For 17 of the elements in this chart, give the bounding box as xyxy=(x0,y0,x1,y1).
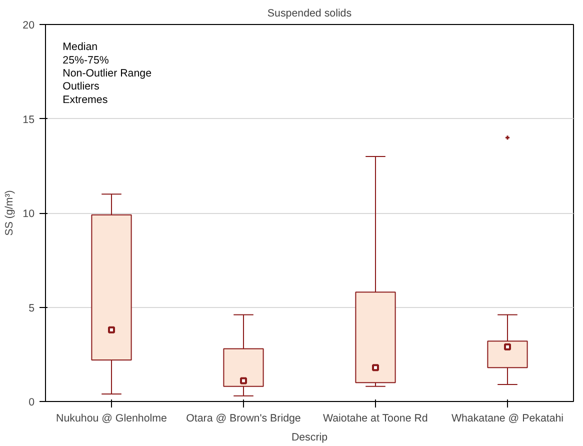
x-tick-label: Whakatane @ Pekatahi xyxy=(451,412,564,424)
y-tick-label: 10 xyxy=(22,208,35,220)
y-tick-label: 20 xyxy=(22,20,35,32)
x-tick-label: Nukuhou @ Glenholme xyxy=(56,412,168,424)
annotation: Extremes xyxy=(62,94,108,106)
annotation: Median xyxy=(62,41,98,54)
x-tick-label: Waiotahe at Toone Rd xyxy=(322,412,428,424)
annotation: Non-Outlier Range xyxy=(62,68,152,80)
y-axis-title: SS (g/m³) xyxy=(4,190,16,236)
chart-title: Suspended solids xyxy=(267,8,352,20)
annotation: 25%-75% xyxy=(62,54,110,66)
y-tick-label: 0 xyxy=(28,396,35,408)
y-tick-label: 15 xyxy=(22,114,35,126)
annotation: Outliers xyxy=(62,80,100,93)
y-tick-label: 5 xyxy=(28,302,35,314)
x-tick-label: Otara @ Brown's Bridge xyxy=(186,412,301,424)
x-axis-title: Descrip xyxy=(291,432,328,444)
